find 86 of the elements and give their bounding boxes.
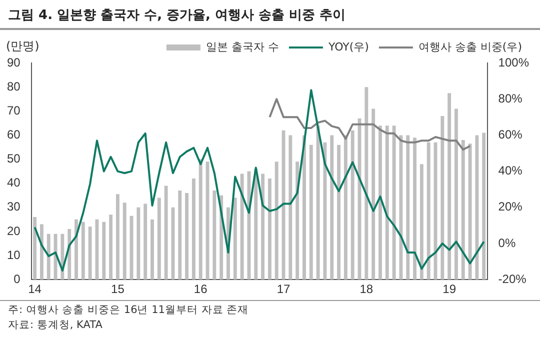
bar bbox=[302, 135, 306, 280]
bar bbox=[288, 135, 292, 280]
bar bbox=[233, 198, 237, 280]
bar bbox=[344, 135, 348, 280]
bar bbox=[364, 87, 368, 280]
bar bbox=[46, 234, 50, 280]
bar bbox=[372, 108, 376, 280]
bar bbox=[420, 164, 424, 280]
bar bbox=[122, 202, 126, 280]
y2-tick-label: 40% bbox=[498, 164, 523, 178]
bar bbox=[296, 162, 300, 280]
y2-tick-label: 80% bbox=[498, 91, 523, 106]
y2-tick-label: 60% bbox=[498, 128, 523, 142]
bar bbox=[150, 219, 154, 280]
bar bbox=[198, 159, 202, 280]
y2-tick-label: 100% bbox=[498, 55, 530, 70]
bar bbox=[247, 171, 251, 280]
y-tick-label: 0 bbox=[14, 272, 21, 286]
bar bbox=[475, 135, 479, 280]
bar bbox=[454, 108, 458, 280]
legend-label: 일본 출국자 수 bbox=[206, 40, 279, 54]
bar bbox=[468, 144, 472, 280]
bar bbox=[482, 132, 486, 280]
bar bbox=[406, 135, 410, 280]
bar bbox=[136, 207, 140, 280]
bar bbox=[81, 222, 85, 280]
bar bbox=[330, 135, 334, 280]
bar bbox=[212, 190, 216, 280]
legend-label: 여행사 송출 비중(우) bbox=[418, 40, 522, 54]
y-axis-title: (만명) bbox=[6, 39, 40, 54]
y-tick-label: 20 bbox=[6, 224, 21, 238]
bar bbox=[261, 174, 265, 280]
bar bbox=[316, 126, 320, 280]
x-tick-label: 16 bbox=[194, 282, 208, 296]
x-tick-label: 14 bbox=[28, 282, 42, 296]
bar bbox=[54, 234, 58, 280]
bar bbox=[413, 138, 416, 280]
bar bbox=[102, 222, 106, 280]
bar bbox=[385, 126, 389, 280]
bar bbox=[399, 135, 403, 280]
bar bbox=[185, 192, 189, 280]
x-tick-label: 18 bbox=[360, 282, 374, 296]
y-tick-label: 10 bbox=[6, 248, 21, 262]
text: 자료: 통계청, KATA bbox=[8, 318, 104, 333]
bar bbox=[274, 162, 278, 280]
bar bbox=[240, 174, 244, 280]
bar bbox=[268, 178, 272, 280]
y2-tick-label: -20% bbox=[498, 272, 527, 286]
y-tick-label: 90 bbox=[6, 55, 21, 70]
y-tick-label: 50 bbox=[6, 152, 21, 166]
bar bbox=[144, 204, 148, 280]
bar bbox=[33, 217, 37, 280]
bar bbox=[88, 226, 92, 280]
chart-title: 그림 4. 일본향 출국자 수, 증가율, 여행사 송출 비중 추이 bbox=[0, 0, 540, 30]
bar bbox=[392, 126, 396, 280]
bar bbox=[323, 142, 327, 280]
bar bbox=[350, 130, 354, 280]
bar bbox=[74, 219, 78, 280]
bar bbox=[426, 142, 430, 280]
x-tick-label: 15 bbox=[111, 282, 125, 296]
bar bbox=[178, 190, 182, 280]
bar bbox=[164, 186, 168, 280]
y-tick-label: 70 bbox=[6, 103, 21, 118]
y-tick-label: 80 bbox=[6, 79, 21, 94]
x-tick-label: 17 bbox=[276, 282, 290, 296]
bar bbox=[378, 126, 382, 280]
bar bbox=[40, 224, 44, 280]
y-tick-label: 40 bbox=[6, 176, 21, 190]
text: 주: 여행사 송출 비중은 16년 11월부터 자료 존재 bbox=[8, 303, 250, 318]
bar bbox=[337, 144, 341, 280]
bar bbox=[448, 93, 452, 280]
x-tick-label: 19 bbox=[442, 282, 456, 296]
bar bbox=[440, 116, 444, 280]
y2-tick-label: 0% bbox=[498, 236, 516, 250]
bar bbox=[461, 140, 465, 280]
y-tick-label: 30 bbox=[6, 200, 21, 214]
bar bbox=[157, 198, 161, 280]
bar bbox=[309, 144, 313, 280]
bar bbox=[171, 207, 175, 280]
bar bbox=[192, 178, 196, 280]
bar bbox=[109, 214, 113, 280]
legend-label: YOY(우) bbox=[327, 40, 369, 54]
bar bbox=[116, 194, 120, 280]
bar bbox=[254, 168, 258, 280]
y-tick-label: 60 bbox=[6, 128, 21, 142]
y2-tick-label: 20% bbox=[498, 200, 523, 214]
